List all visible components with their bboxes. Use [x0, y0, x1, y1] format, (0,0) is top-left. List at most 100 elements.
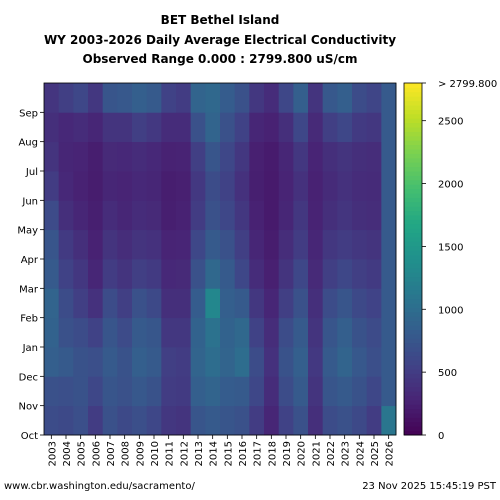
colorbar-segment	[404, 364, 422, 370]
heatmap-cell	[190, 347, 206, 377]
colorbar-tick-label: 0	[438, 431, 444, 442]
heatmap-cell	[352, 171, 368, 201]
heatmap-cell	[352, 112, 368, 143]
heatmap-cell	[264, 200, 280, 231]
heatmap-cell	[88, 405, 104, 436]
heatmap-cell	[205, 347, 221, 377]
colorbar-tick-label: 2000	[438, 180, 463, 191]
heatmap-cell	[88, 288, 104, 319]
heatmap-cell	[264, 171, 280, 201]
colorbar-segment	[404, 360, 422, 366]
heatmap-cell	[161, 405, 177, 436]
heatmap-cell	[132, 83, 148, 113]
heatmap-cell	[205, 112, 221, 143]
heatmap-cell	[58, 112, 74, 143]
colorbar-segment	[404, 338, 422, 344]
heatmap-cell	[161, 229, 177, 260]
colorbar-segment	[404, 157, 422, 163]
heatmap-cell	[176, 347, 192, 377]
colorbar-segment	[404, 184, 422, 190]
heatmap-cell	[44, 171, 60, 201]
heatmap-cell	[381, 317, 397, 348]
heatmap-cell	[161, 112, 177, 143]
heatmap-cell	[264, 229, 280, 260]
colorbar-segment	[404, 355, 422, 361]
heatmap-cell	[337, 141, 353, 172]
heatmap-cell	[278, 376, 294, 407]
heatmap-cell	[102, 200, 118, 231]
x-tick-label: 2022	[326, 441, 337, 466]
heatmap-cell	[264, 141, 280, 172]
heatmap-cell	[337, 376, 353, 407]
heatmap-cell	[278, 288, 294, 319]
heatmap-cell	[44, 347, 60, 377]
heatmap-cell	[132, 141, 148, 172]
heatmap-cell	[352, 229, 368, 260]
heatmap-cell	[88, 259, 104, 289]
heatmap-cell	[366, 200, 382, 231]
footer: www.cbr.washington.edu/sacramento/23 Nov…	[4, 481, 497, 492]
heatmap-cell	[220, 405, 236, 436]
heatmap-cell	[117, 405, 133, 436]
heatmap-cell	[146, 141, 162, 172]
heatmap-cell	[117, 141, 133, 172]
heatmap-cell	[146, 376, 162, 407]
heatmap-cell	[117, 288, 133, 319]
heatmap-cell	[381, 229, 397, 260]
heatmap-cell	[58, 171, 74, 201]
colorbar-segment	[404, 197, 422, 203]
heatmap-cell	[249, 171, 265, 201]
heatmap-cell	[146, 171, 162, 201]
heatmap-cell	[205, 288, 221, 319]
y-tick-label: Sep	[19, 108, 38, 119]
x-tick-label: 2020	[297, 441, 308, 466]
heatmap-cell	[73, 347, 89, 377]
colorbar-segment	[404, 272, 422, 278]
x-tick-label: 2026	[385, 441, 396, 466]
heatmap-cell	[381, 376, 397, 407]
heatmap-cell	[117, 112, 133, 143]
heatmap-plot-area	[43, 82, 397, 436]
heatmap-cell	[176, 112, 192, 143]
heatmap-cell	[322, 259, 338, 289]
heatmap-cell	[205, 200, 221, 231]
x-tick-label: 2008	[121, 441, 132, 466]
heatmap-cell	[308, 171, 324, 201]
colorbar-tick-label: 500	[438, 368, 457, 379]
heatmap-cell	[117, 347, 133, 377]
heatmap-cell	[102, 317, 118, 348]
heatmap-cell	[190, 376, 206, 407]
heatmap-cell	[234, 259, 250, 289]
heatmap-cell	[278, 171, 294, 201]
heatmap-cell	[234, 405, 250, 436]
colorbar-segment	[404, 386, 422, 392]
heatmap-cell	[58, 259, 74, 289]
colorbar-segment	[404, 333, 422, 339]
colorbar-segment	[404, 298, 422, 304]
y-tick-label: Jun	[21, 196, 38, 207]
colorbar-segment	[404, 276, 422, 282]
heatmap-cell	[366, 259, 382, 289]
heatmap-cell	[73, 259, 89, 289]
colorbar-segment	[404, 149, 422, 154]
heatmap-cell	[205, 376, 221, 407]
colorbar-segment	[404, 426, 422, 432]
colorbar-segment	[404, 373, 422, 379]
heatmap-cell	[322, 317, 338, 348]
heatmap-cell	[176, 229, 192, 260]
heatmap-cell	[308, 376, 324, 407]
heatmap-cell	[102, 259, 118, 289]
heatmap-cell	[205, 317, 221, 348]
x-tick-label: 2006	[91, 441, 102, 466]
heatmap-cell	[308, 405, 324, 436]
heatmap-cell	[58, 200, 74, 231]
heatmap-cell	[176, 317, 192, 348]
heatmap-cell	[352, 317, 368, 348]
colorbar-segment	[404, 131, 422, 137]
heatmap-cell	[352, 83, 368, 113]
heatmap-cell	[73, 317, 89, 348]
heatmap-cell	[73, 200, 89, 231]
heatmap-cell	[176, 200, 192, 231]
heatmap-cell	[117, 229, 133, 260]
x-tick-label: 2014	[209, 441, 220, 466]
